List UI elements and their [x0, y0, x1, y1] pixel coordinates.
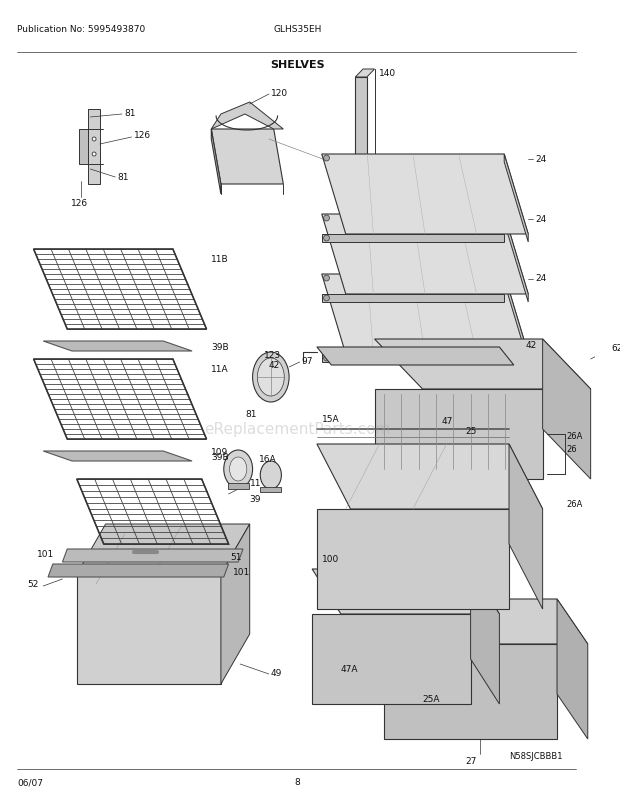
Polygon shape [317, 509, 509, 610]
Polygon shape [221, 525, 250, 684]
Text: 11: 11 [250, 479, 261, 488]
Ellipse shape [229, 457, 247, 481]
Text: 81: 81 [117, 172, 129, 181]
Text: 24: 24 [535, 274, 546, 283]
Text: 101: 101 [37, 550, 54, 559]
Text: 140: 140 [379, 68, 396, 78]
Text: 39B: 39B [211, 343, 229, 352]
Polygon shape [322, 354, 504, 363]
Polygon shape [509, 444, 542, 610]
Polygon shape [322, 235, 504, 243]
Circle shape [324, 296, 329, 302]
Text: 97: 97 [301, 357, 313, 366]
Text: 24: 24 [535, 154, 546, 164]
Text: 52: 52 [27, 580, 38, 589]
Polygon shape [211, 130, 283, 184]
Circle shape [324, 216, 329, 221]
Text: N58SJCBBB1: N58SJCBBB1 [509, 751, 562, 760]
Ellipse shape [252, 353, 289, 403]
Text: 26: 26 [567, 445, 577, 454]
Polygon shape [211, 130, 221, 195]
Polygon shape [48, 565, 229, 577]
Polygon shape [312, 569, 499, 614]
Polygon shape [374, 390, 542, 480]
Text: 26A: 26A [567, 432, 583, 441]
Text: 11A: 11A [211, 365, 229, 374]
Polygon shape [322, 155, 528, 235]
Text: 47A: 47A [341, 665, 358, 674]
Text: 101: 101 [233, 568, 250, 577]
Text: 120: 120 [271, 88, 288, 97]
Polygon shape [43, 342, 192, 351]
Text: 25A: 25A [423, 695, 440, 703]
Ellipse shape [224, 451, 252, 488]
Polygon shape [504, 215, 528, 302]
Text: 27: 27 [466, 756, 477, 766]
Polygon shape [63, 549, 243, 562]
Ellipse shape [257, 358, 285, 396]
Text: 51: 51 [231, 553, 242, 561]
Text: 15A: 15A [322, 415, 339, 424]
Text: 49: 49 [271, 669, 282, 678]
Text: Publication No: 5995493870: Publication No: 5995493870 [17, 25, 146, 34]
Polygon shape [260, 488, 281, 492]
Text: 123: 123 [264, 351, 281, 360]
Ellipse shape [260, 461, 281, 489]
Polygon shape [384, 599, 588, 644]
Text: 47: 47 [442, 417, 453, 426]
Polygon shape [77, 574, 221, 684]
Polygon shape [89, 110, 100, 184]
Polygon shape [322, 215, 528, 294]
Text: 25: 25 [466, 427, 477, 436]
Polygon shape [322, 274, 528, 354]
Circle shape [92, 138, 96, 142]
Polygon shape [374, 339, 591, 390]
Polygon shape [504, 155, 528, 243]
Text: eReplacementParts.com: eReplacementParts.com [205, 422, 391, 437]
Polygon shape [557, 599, 588, 739]
Polygon shape [542, 339, 591, 480]
Text: 26A: 26A [567, 500, 583, 508]
Text: 16A: 16A [259, 455, 277, 464]
Polygon shape [79, 130, 89, 164]
Circle shape [324, 276, 329, 282]
Text: 100: 100 [322, 555, 339, 564]
Text: 42: 42 [525, 341, 536, 350]
Text: SHELVES: SHELVES [270, 60, 325, 70]
Text: 81: 81 [245, 410, 257, 419]
Text: 06/07: 06/07 [17, 777, 43, 787]
Text: 81: 81 [124, 108, 135, 117]
Polygon shape [77, 525, 250, 574]
Text: 39B: 39B [211, 453, 229, 462]
Circle shape [92, 153, 96, 157]
Polygon shape [312, 614, 471, 704]
Polygon shape [317, 347, 514, 366]
Polygon shape [43, 452, 192, 461]
Text: 8: 8 [295, 777, 301, 787]
Text: 109: 109 [211, 448, 229, 457]
Text: 42: 42 [269, 361, 280, 370]
Polygon shape [355, 78, 367, 198]
Polygon shape [322, 294, 504, 302]
Text: 11B: 11B [211, 255, 229, 264]
Circle shape [324, 355, 329, 362]
Text: GLHS35EH: GLHS35EH [273, 25, 322, 34]
Circle shape [324, 236, 329, 241]
Text: 39: 39 [250, 495, 261, 504]
Polygon shape [355, 70, 374, 78]
Polygon shape [211, 103, 283, 130]
Polygon shape [384, 644, 557, 739]
Text: 126: 126 [133, 132, 151, 140]
Polygon shape [504, 274, 528, 363]
Text: 126: 126 [71, 198, 88, 207]
Polygon shape [471, 569, 499, 704]
Text: 62: 62 [612, 344, 620, 353]
Circle shape [324, 156, 329, 162]
Polygon shape [228, 484, 249, 489]
Polygon shape [317, 444, 542, 509]
Text: 24: 24 [535, 214, 546, 223]
